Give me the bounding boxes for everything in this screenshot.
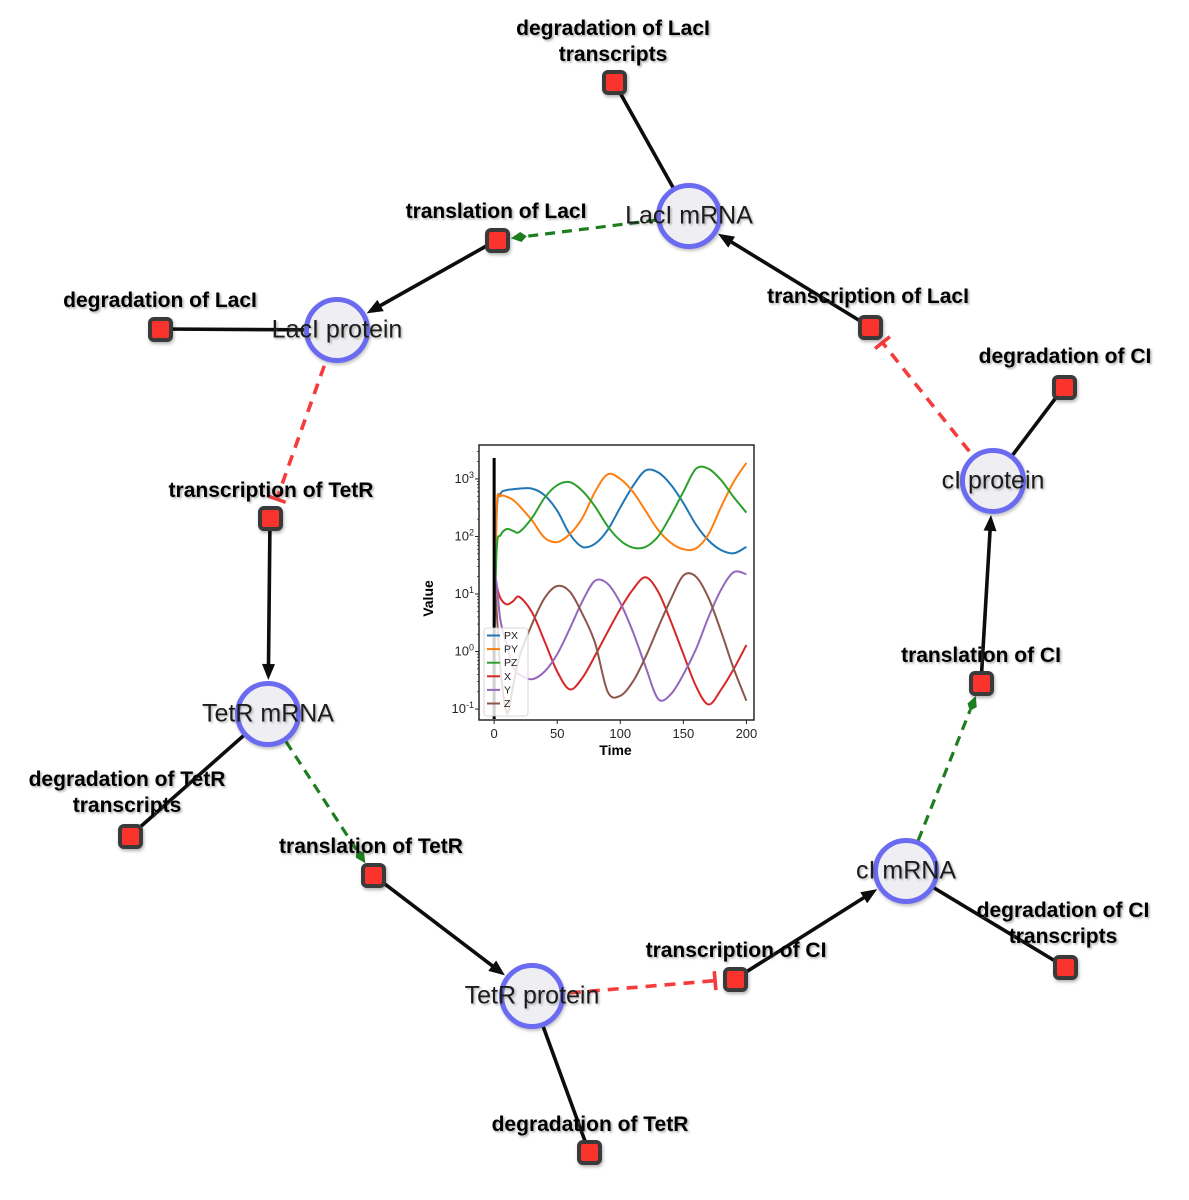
edge-ci_protein-txn_laci-tbar-icon: [873, 335, 892, 350]
x-tick-label: 200: [736, 726, 758, 741]
edge-txn_ci-ci_mrna: [734, 894, 868, 981]
x-tick-label: 150: [673, 726, 695, 741]
legend-label-X: X: [504, 671, 511, 683]
x-axis-label: Time: [599, 742, 632, 758]
edge-transl_laci-laci_protein-arrowhead-icon: [366, 299, 384, 314]
edge-txn_tetr-tetr_mrna-arrowhead-icon: [262, 663, 276, 681]
edge-transl_ci-ci_protein-arrowhead-icon: [983, 514, 997, 532]
y-tick-label: 101: [455, 585, 474, 601]
y-tick-label: 100: [455, 643, 474, 659]
series-line-PX: [493, 468, 747, 652]
edge-tetr_protein-txn_ci-tbar-icon: [712, 971, 718, 991]
edge-transl_tetr-tetr_protein: [371, 873, 496, 969]
edge-tetr_protein-deg_tetr: [530, 995, 591, 1153]
edge-txn_laci-laci_mrna: [728, 239, 871, 329]
legend-label-PY: PY: [504, 644, 518, 656]
edge-txn_ci-ci_mrna-arrowhead-icon: [860, 889, 878, 904]
legend-label-PX: PX: [504, 630, 518, 642]
edge-ci_mrna-transl_ci: [916, 709, 972, 841]
edge-transl_laci-laci_protein: [377, 238, 498, 309]
edge-ci_protein-txn_laci: [881, 341, 995, 483]
series-line-Y: [493, 570, 747, 702]
series-line-X: [493, 570, 748, 706]
y-tick-label: 10-1: [452, 700, 474, 716]
edge-txn_laci-laci_mrna-arrowhead-icon: [717, 233, 736, 248]
y-tick-label: 102: [455, 527, 474, 543]
edge-txn_tetr-tetr_mrna: [266, 517, 272, 668]
x-tick-label: 50: [550, 726, 564, 741]
legend-label-Y: Y: [504, 684, 511, 696]
edge-ci_mrna-deg_ci_tx: [905, 869, 1066, 969]
edge-tetr_mrna-transl_tetr: [284, 740, 359, 852]
edge-transl_ci-ci_protein: [979, 527, 993, 684]
x-tick-label: 100: [609, 726, 631, 741]
legend-label-PZ: PZ: [504, 657, 518, 669]
edge-tetr_protein-txn_ci: [531, 978, 716, 998]
legend-label-Z: Z: [504, 698, 511, 710]
edge-ci_protein-deg_ci: [991, 385, 1066, 483]
edge-tetr_mrna-transl_tetr-arrowhead-icon: [355, 849, 366, 864]
edge-tetr_mrna-deg_tetr_tx: [128, 712, 270, 838]
edge-laci_mrna-transl_laci: [525, 218, 657, 238]
edge-laci_protein-deg_laci: [159, 327, 338, 332]
edge-ci_mrna-transl_ci-arrowhead-icon: [967, 696, 977, 711]
edge-laci_protein-txn_tetr-tbar-icon: [267, 494, 287, 505]
series-line-Z: [493, 571, 748, 715]
plot-border: [478, 444, 755, 721]
edge-laci_protein-txn_tetr: [275, 329, 339, 500]
series-line-PZ: [493, 465, 748, 652]
x-tick-label: 0: [491, 726, 498, 741]
series-line-PY: [493, 462, 748, 652]
y-tick-label: 103: [455, 470, 474, 486]
edge-laci_mrna-deg_laci_tx: [612, 81, 691, 217]
y-axis-label: Value: [420, 580, 436, 617]
edge-laci_mrna-transl_laci-arrowhead-icon: [510, 232, 527, 242]
inset-chart: 10-1 100 101 102 103 0 50 100 150 200 Time Value PX P…: [415, 428, 783, 773]
